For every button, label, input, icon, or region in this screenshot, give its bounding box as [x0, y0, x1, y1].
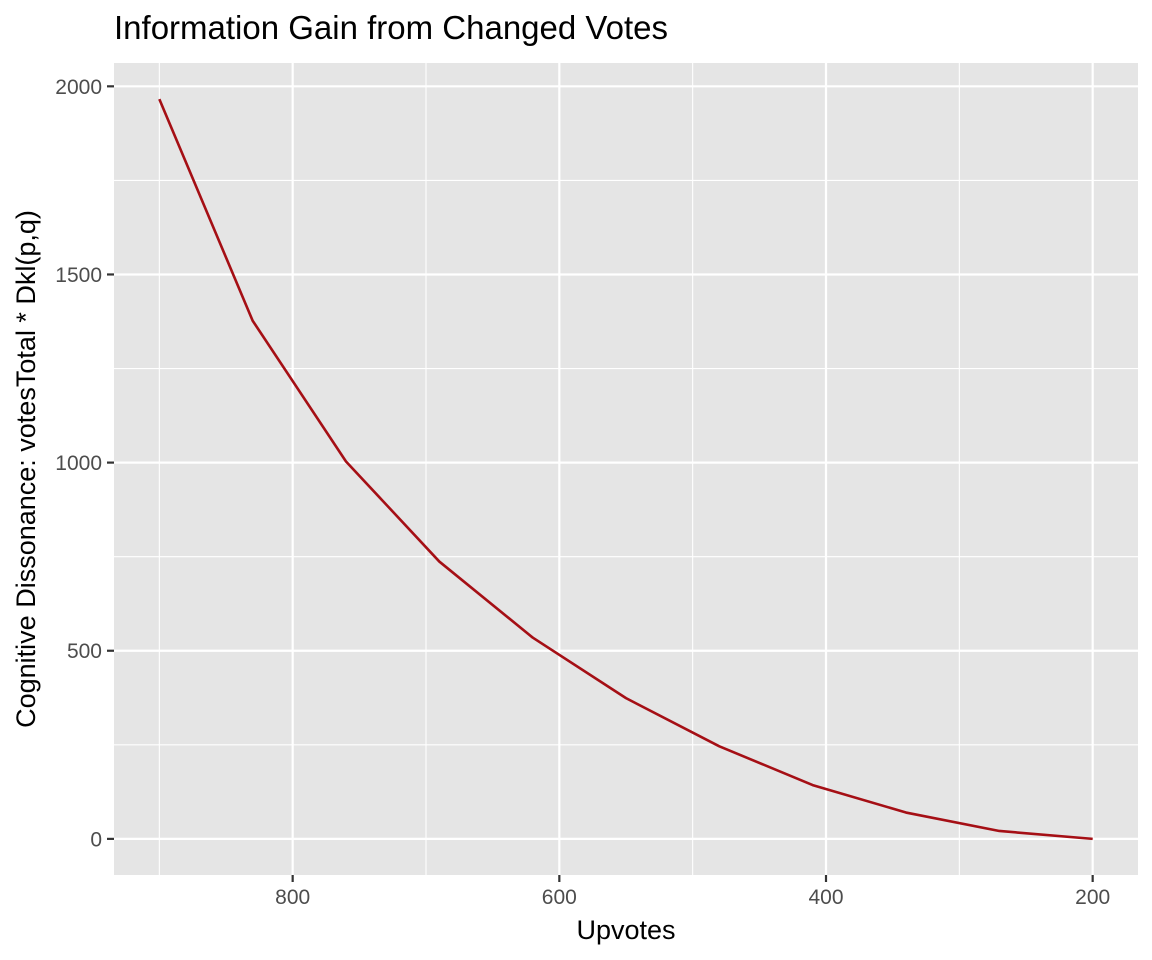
chart-title: Information Gain from Changed Votes [114, 9, 668, 46]
major-gridlines [114, 63, 1138, 875]
x-tick-label: 600 [542, 886, 577, 909]
x-tick-label: 800 [275, 886, 310, 909]
x-axis-title: Upvotes [576, 915, 675, 945]
y-tick-label: 0 [90, 828, 102, 851]
series-line [158, 98, 1093, 841]
y-tick-label: 1000 [55, 452, 102, 475]
y-tick-label: 500 [67, 640, 102, 663]
y-tick-label: 2000 [55, 76, 102, 99]
plot-panel [114, 63, 1138, 875]
series-layer [158, 98, 1093, 841]
x-tick-label: 400 [808, 886, 843, 909]
y-axis-title: Cognitive Dissonance: votesTotal * Dkl(p… [11, 210, 41, 728]
y-tick-label: 1500 [55, 264, 102, 287]
x-tick-label: 200 [1075, 886, 1110, 909]
